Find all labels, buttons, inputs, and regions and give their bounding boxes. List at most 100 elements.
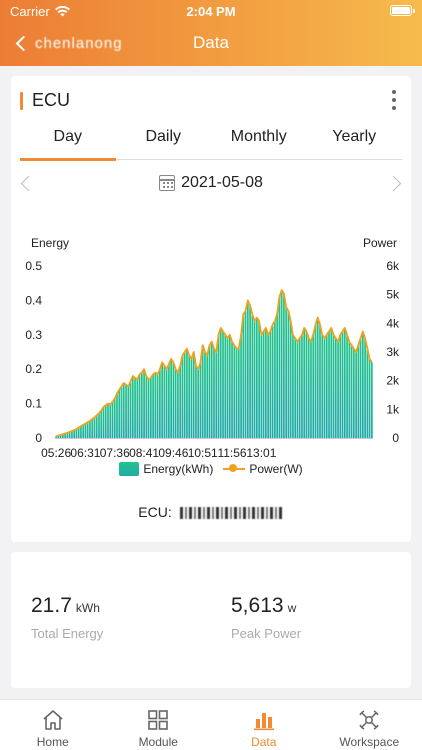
- more-options-icon[interactable]: [391, 90, 397, 110]
- nav-workspace[interactable]: Workspace: [317, 700, 422, 750]
- legend-energy[interactable]: Energy(kWh): [119, 462, 213, 476]
- home-icon: [43, 710, 63, 730]
- energy-bar: [314, 324, 317, 438]
- energy-bar: [149, 377, 152, 438]
- energy-bar: [361, 331, 364, 438]
- energy-bar: [330, 327, 333, 438]
- tab-yearly[interactable]: Yearly: [332, 128, 377, 145]
- energy-bar: [283, 293, 285, 438]
- tab-monthly[interactable]: Monthly: [230, 128, 287, 145]
- y-right-tick-label: 3k: [386, 345, 400, 359]
- legend-power-label: Power(W): [249, 462, 303, 476]
- energy-bar: [122, 382, 125, 438]
- carrier-label: Carrier: [10, 4, 50, 19]
- nav-home[interactable]: Home: [0, 700, 106, 750]
- energy-bar: [102, 407, 105, 438]
- back-button[interactable]: chenlanong: [14, 32, 123, 54]
- energy-bar: [145, 376, 148, 438]
- energy-bar: [251, 314, 254, 438]
- energy-bar: [138, 374, 141, 438]
- energy-bar: [107, 403, 109, 438]
- energy-bar: [357, 345, 360, 438]
- energy-bar: [231, 341, 233, 438]
- energy-bar: [59, 434, 62, 438]
- y-right-tick-label: 4k: [386, 316, 400, 330]
- accent-bar: [20, 91, 23, 110]
- energy-bar: [364, 338, 366, 438]
- tab-daily[interactable]: Daily: [145, 128, 182, 145]
- energy-bar: [127, 386, 130, 438]
- energy-bar: [274, 321, 276, 438]
- status-time: 2:04 PM: [186, 4, 236, 19]
- peak-power-label: Peak Power: [231, 626, 302, 641]
- energy-bar: [204, 352, 206, 438]
- y-left-tick-label: 0.2: [25, 362, 42, 376]
- energy-bar: [343, 327, 346, 438]
- energy-bar: [265, 327, 267, 438]
- energy-bar: [371, 362, 373, 438]
- energy-bar: [262, 331, 265, 438]
- energy-bar: [285, 307, 288, 438]
- energy-bar: [352, 348, 355, 438]
- energy-bar: [73, 430, 76, 438]
- energy-bar: [131, 376, 134, 438]
- energy-bar: [305, 331, 308, 438]
- energy-bar: [113, 398, 116, 438]
- y-right-tick-label: 5k: [386, 288, 400, 302]
- y-left-tick-label: 0.1: [25, 397, 42, 411]
- energy-bar: [183, 352, 186, 438]
- energy-bar: [161, 362, 163, 438]
- nav-module[interactable]: Module: [106, 700, 212, 750]
- y-right-axis-title: Power: [363, 236, 397, 250]
- energy-bar: [77, 427, 80, 438]
- energy-bar: [316, 317, 319, 438]
- nav-workspace-label: Workspace: [339, 735, 400, 749]
- energy-bar: [172, 362, 175, 438]
- energy-bar: [55, 436, 57, 438]
- energy-bar: [208, 345, 211, 438]
- nav-data[interactable]: Data: [211, 700, 317, 750]
- date-picker[interactable]: 2021-05-08: [11, 174, 411, 192]
- energy-power-chart: Energy Power 0 0.1 0.2 0.3 0.4 0.5 0 1k 2k 3k 4k 5k…: [25, 236, 400, 460]
- peak-power-unit: w: [287, 601, 297, 615]
- energy-bar: [260, 334, 263, 438]
- summary-card: 21.7 kWh Total Energy 5,613 w Peak Power: [11, 552, 411, 688]
- energy-bar: [258, 321, 260, 438]
- energy-bar: [296, 341, 299, 438]
- energy-bar: [197, 369, 200, 438]
- chart-legend: Energy(kWh) Power(W): [11, 462, 411, 476]
- energy-bar: [154, 372, 157, 438]
- energy-bar: [217, 334, 220, 438]
- energy-bar: [210, 341, 213, 438]
- energy-bar: [312, 334, 315, 438]
- energy-bar: [91, 419, 94, 438]
- x-tick-label: 13:01: [246, 446, 276, 460]
- energy-bar: [341, 331, 344, 438]
- energy-bar: [237, 348, 240, 438]
- energy-bar: [233, 345, 236, 438]
- energy-bar: [118, 389, 121, 438]
- energy-bar: [129, 381, 132, 438]
- y-right-tick-label: 0: [392, 431, 399, 445]
- energy-bar: [328, 331, 330, 438]
- energy-bar: [249, 305, 251, 438]
- energy-bar: [240, 334, 242, 438]
- energy-bar: [190, 358, 193, 438]
- total-energy-label: Total Energy: [31, 626, 104, 641]
- energy-bar: [93, 417, 96, 438]
- back-label: chenlanong: [35, 34, 123, 52]
- energy-bar: [140, 372, 143, 438]
- nav-home-label: Home: [36, 735, 69, 749]
- energy-bar: [62, 434, 64, 438]
- tab-day[interactable]: Day: [20, 126, 116, 161]
- x-tick-label: 11:56: [217, 446, 246, 460]
- energy-bar: [104, 405, 107, 438]
- y-left-axis-title: Energy: [31, 236, 69, 250]
- energy-bar: [244, 310, 247, 438]
- energy-bar: [165, 369, 168, 438]
- legend-power[interactable]: Power(W): [223, 462, 303, 476]
- energy-bar: [199, 362, 202, 438]
- energy-bar: [215, 352, 218, 438]
- wifi-icon: [54, 6, 70, 17]
